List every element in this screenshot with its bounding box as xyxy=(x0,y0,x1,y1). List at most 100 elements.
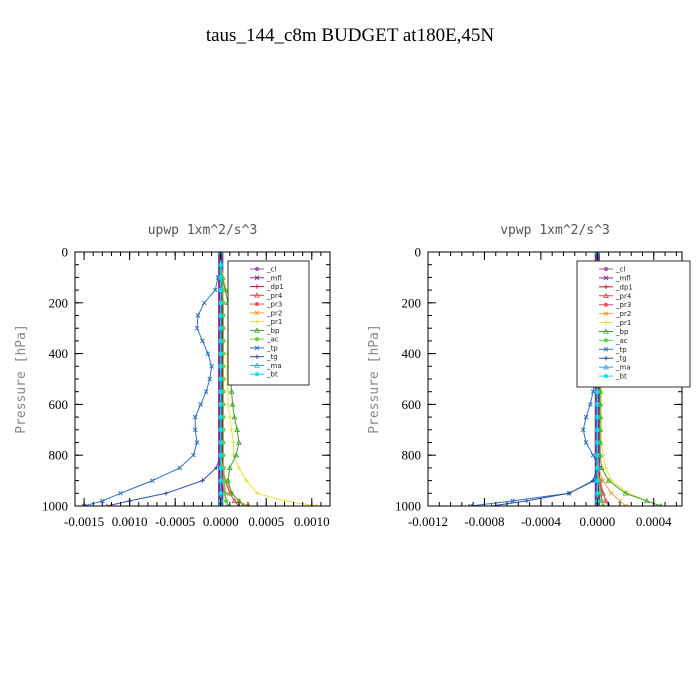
legend-marker xyxy=(255,302,259,307)
data-point xyxy=(218,453,223,458)
data-point xyxy=(225,477,231,483)
figure-title: taus_144_c8m BUDGET at180E,45N xyxy=(206,25,495,46)
series-tg xyxy=(104,252,223,506)
y-tick-label: 400 xyxy=(49,346,69,361)
legend-marker xyxy=(254,292,260,298)
data-point xyxy=(218,300,223,305)
data-point xyxy=(524,498,529,504)
data-point xyxy=(118,490,123,496)
data-point xyxy=(467,503,473,506)
legend-label: _mfl xyxy=(266,274,282,282)
data-point xyxy=(191,452,196,458)
legend-marker xyxy=(603,346,609,352)
legend-label: _ma xyxy=(615,364,631,372)
data-point xyxy=(104,503,110,506)
legend-marker xyxy=(603,364,609,370)
y-tick-label: 1000 xyxy=(42,499,68,514)
legend-label: _pr4 xyxy=(615,292,632,300)
data-point xyxy=(203,389,209,395)
legend-label: _bt xyxy=(615,373,627,381)
y-tick-label: 800 xyxy=(402,448,422,463)
data-point xyxy=(226,464,233,471)
data-point xyxy=(218,377,223,381)
x-tick-label: 0.0010 xyxy=(112,514,148,529)
y-tick-label: 600 xyxy=(49,397,69,412)
y-axis-label: Pressure [hPa] xyxy=(367,324,382,434)
data-point xyxy=(150,478,155,483)
data-point xyxy=(590,452,596,458)
legend-label: _pr1 xyxy=(615,319,631,327)
legend-label: _ac xyxy=(615,337,628,345)
series-line xyxy=(106,252,222,506)
legend-label: _dp1 xyxy=(266,283,284,291)
data-point xyxy=(224,498,229,503)
data-point xyxy=(200,338,205,344)
data-point xyxy=(236,465,242,471)
y-tick-label: 0 xyxy=(62,245,69,260)
x-tick-label: 0.0000 xyxy=(203,514,239,529)
data-point xyxy=(229,427,234,432)
legend-marker xyxy=(254,284,260,289)
data-point xyxy=(314,503,319,506)
legend-label: _mfl xyxy=(615,274,631,282)
panel-upwp: upwp 1xm^2/s^3 Pressure [hPa] 0 200 400 600 80… xyxy=(14,223,331,529)
legend-marker xyxy=(255,372,259,377)
data-point xyxy=(177,465,183,471)
x-tick-label: -0.0004 xyxy=(521,514,562,529)
x-tick-label: -0.0005 xyxy=(155,514,195,529)
data-point xyxy=(218,389,223,394)
data-point xyxy=(198,402,204,407)
legend-label: _pr2 xyxy=(615,310,631,318)
data-point xyxy=(218,402,223,407)
data-point xyxy=(580,427,586,433)
legend-marker xyxy=(255,337,259,342)
data-point xyxy=(218,364,223,369)
data-point xyxy=(218,440,223,445)
legend-label: _cl xyxy=(615,266,625,274)
data-point xyxy=(200,478,205,483)
data-point xyxy=(254,491,260,496)
x-tick-label: 0.0010 xyxy=(294,514,330,529)
data-point xyxy=(231,497,238,504)
data-point xyxy=(600,478,606,483)
legend-marker xyxy=(604,302,608,307)
data-point xyxy=(201,300,207,306)
legend-label: _tg xyxy=(266,353,278,361)
legend-label: _tp xyxy=(615,346,627,354)
legend-marker xyxy=(603,328,609,334)
data-point xyxy=(590,389,596,395)
data-point xyxy=(605,477,612,483)
data-point xyxy=(595,389,600,394)
data-point xyxy=(617,498,623,504)
data-point xyxy=(228,490,235,496)
x-tick-label: 0.0005 xyxy=(248,514,284,529)
y-axis-label: Pressure [hPa] xyxy=(14,324,29,434)
data-point xyxy=(218,415,223,420)
data-point xyxy=(595,491,600,496)
data-point xyxy=(231,440,236,445)
legend-label: _pr3 xyxy=(615,301,631,309)
data-point xyxy=(583,414,589,420)
x-tick-label: -0.0012 xyxy=(408,514,448,529)
data-point xyxy=(222,478,227,483)
legend-marker xyxy=(255,267,259,271)
data-point xyxy=(510,498,516,504)
data-point xyxy=(622,490,629,496)
data-point xyxy=(225,389,231,394)
y-tick-label: 400 xyxy=(402,346,422,361)
legend-label: _bt xyxy=(266,371,278,379)
legend-label: _tp xyxy=(266,344,278,352)
data-point xyxy=(213,465,219,471)
data-point xyxy=(218,275,223,280)
legend-marker xyxy=(254,345,260,351)
legend-marker xyxy=(254,310,260,316)
data-point xyxy=(590,478,596,483)
data-point xyxy=(194,325,200,331)
y-tick-label: 600 xyxy=(402,397,422,412)
data-point xyxy=(245,503,251,506)
legend: _cl_mfl_dp1_pr4_pr3_pr2_pr1_bp_ac_tp_tg_… xyxy=(227,260,310,386)
data-point xyxy=(218,326,223,331)
legend-label: _bp xyxy=(266,327,280,335)
x-tick-label: 0.0004 xyxy=(636,514,672,529)
